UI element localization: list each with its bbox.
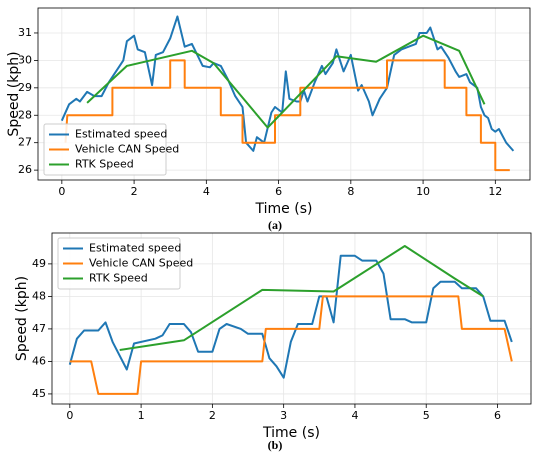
legend-label: Estimated speed [75,128,167,141]
caption: (a) [268,218,282,232]
series-line [119,245,484,351]
legend-label: RTK Speed [75,158,134,171]
x-tick-label: 12 [488,185,502,198]
legend-label: RTK Speed [89,272,148,285]
y-tick-label: 27 [18,136,32,149]
y-tick-label: 28 [18,108,32,121]
plot-frame [37,7,531,181]
x-tick-label: 6 [275,185,282,198]
x-tick-label: 6 [494,409,501,422]
y-tick-label: 47 [32,322,46,335]
x-tick-label: 2 [131,185,138,198]
y-axis-label: Speed (kph) [6,51,22,136]
x-tick-label: 5 [423,409,430,422]
y-axis-label: Speed (kph) [14,276,30,361]
x-tick-label: 1 [138,409,145,422]
y-tick-label: 26 [18,163,32,176]
legend-box [43,123,167,176]
x-tick-label: 4 [351,409,358,422]
series-line [86,34,486,129]
legend-label: Vehicle CAN Speed [75,143,179,156]
series-line [69,295,513,395]
y-tick-label: 31 [18,26,32,39]
legend-label: Vehicle CAN Speed [89,257,193,270]
y-tick-label: 48 [32,289,46,302]
series-line [64,59,510,172]
y-tick-label: 45 [32,387,46,400]
plot-frame [51,232,532,405]
x-tick-label: 0 [58,185,65,198]
x-axis-label: Time (s) [255,201,313,217]
x-tick-label: 0 [66,409,73,422]
y-tick-label: 46 [32,354,46,367]
series-line [68,254,513,379]
x-tick-label: 4 [203,185,210,198]
legend-box [57,237,181,290]
y-tick-label: 30 [18,53,32,66]
y-tick-label: 49 [32,257,46,270]
x-tick-label: 3 [280,409,287,422]
x-tick-label: 2 [209,409,216,422]
caption: (b) [268,438,283,452]
legend-label: Estimated speed [89,242,181,255]
y-tick-label: 29 [18,81,32,94]
x-tick-label: 10 [416,185,430,198]
x-axis-label: Time (s) [262,425,320,441]
x-tick-label: 8 [347,185,354,198]
